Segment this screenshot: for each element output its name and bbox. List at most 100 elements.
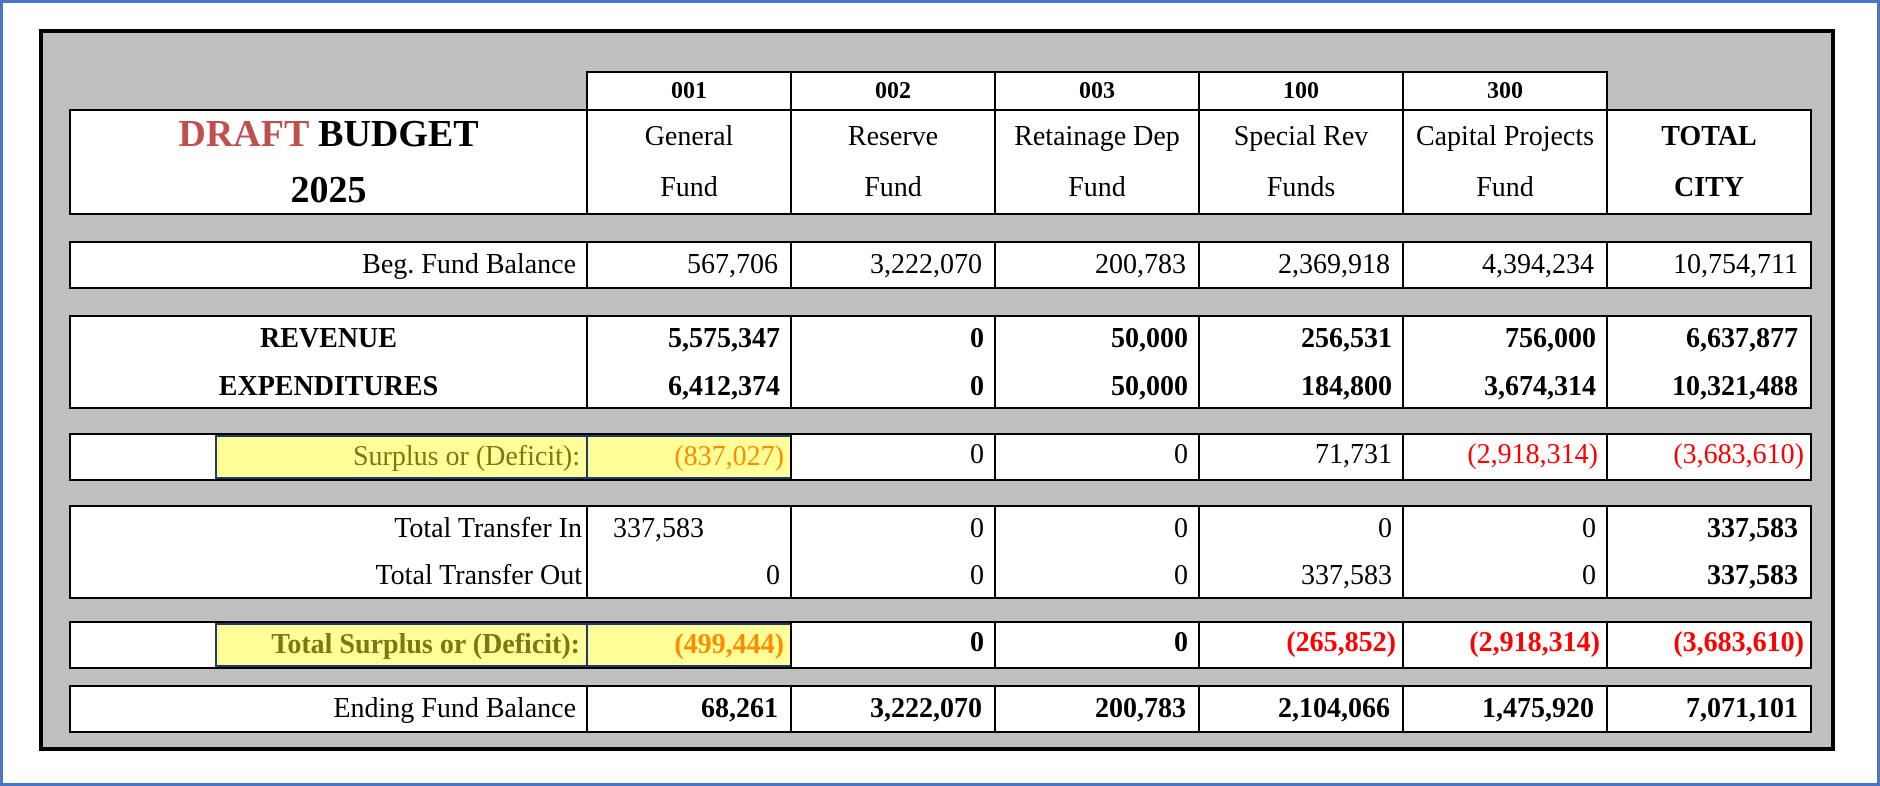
cell-value: 3,222,070 xyxy=(870,249,982,280)
cell-transfer-out: 0 xyxy=(970,560,984,591)
column-divider xyxy=(1606,505,1608,599)
cell-expenditures: 50,000 xyxy=(1111,371,1188,402)
fund-code-text: 001 xyxy=(671,77,707,104)
cell-surplus: 0 xyxy=(1174,439,1188,470)
fund-header-retainage: Retainage Dep Fund xyxy=(994,109,1200,215)
column-divider xyxy=(1198,621,1200,669)
fund-code-003: 003 xyxy=(994,71,1200,111)
row-label-transfer-in: Total Transfer In xyxy=(394,513,582,544)
title-line-1: DRAFT BUDGET xyxy=(178,106,478,162)
column-divider xyxy=(1198,505,1200,599)
fund-code-text: 003 xyxy=(1079,77,1115,104)
cell-total-surplus-total: (3,683,610) xyxy=(1673,627,1804,658)
cell-ending-balance: 1,475,920 xyxy=(1402,685,1608,733)
fund-header-capital-projects: Capital Projects Fund xyxy=(1402,109,1608,215)
cell-transfer-out-total: 337,583 xyxy=(1707,560,1798,591)
row-label-transfer-out: Total Transfer Out xyxy=(375,560,582,591)
cell-ending-balance: 68,261 xyxy=(586,685,792,733)
fund-header-line1: Special Rev xyxy=(1233,121,1369,152)
column-divider xyxy=(994,433,996,481)
column-divider xyxy=(790,433,792,481)
cell-value: (837,027) xyxy=(674,441,784,472)
fund-code-text: 300 xyxy=(1487,77,1523,104)
cell-transfer-out: 0 xyxy=(766,560,780,591)
cell-transfer-in: 337,583 xyxy=(613,513,704,544)
fund-header-line1: Retainage Dep xyxy=(1014,121,1180,152)
cell-total-surplus: 0 xyxy=(1174,627,1188,658)
fund-header-line1: Reserve xyxy=(847,121,939,152)
cell-total-surplus-general: (499,444) xyxy=(586,623,792,667)
cell-value: (499,444) xyxy=(674,629,784,660)
cell-value: 200,783 xyxy=(1095,693,1186,724)
column-divider xyxy=(1402,505,1404,599)
column-divider xyxy=(994,621,996,669)
cell-ending-balance: 2,104,066 xyxy=(1198,685,1404,733)
total-header-line2: CITY xyxy=(1673,172,1744,203)
title-year: 2025 xyxy=(290,169,367,211)
column-divider xyxy=(1606,621,1608,669)
revenue-expenditures-panel xyxy=(69,315,1812,409)
column-divider xyxy=(994,315,996,409)
row-label: Ending Fund Balance xyxy=(333,693,576,724)
cell-surplus: 71,731 xyxy=(1315,439,1392,470)
fund-code-text: 100 xyxy=(1283,77,1319,104)
cell-value: 3,222,070 xyxy=(870,693,982,724)
cell-total-surplus: 0 xyxy=(970,627,984,658)
cell-revenue: 50,000 xyxy=(1111,323,1188,354)
cell-transfer-out: 0 xyxy=(1174,560,1188,591)
fund-header-special-rev: Special Rev Funds xyxy=(1198,109,1404,215)
cell-value: 4,394,234 xyxy=(1482,249,1594,280)
cell-value: 10,754,711 xyxy=(1673,249,1798,280)
cell-revenue: 0 xyxy=(970,323,984,354)
cell-total-surplus: (2,918,314) xyxy=(1469,627,1600,658)
cell-beg-balance: 2,369,918 xyxy=(1198,241,1404,289)
column-divider xyxy=(1606,433,1608,481)
column-divider xyxy=(1402,433,1404,481)
fund-header-line2: Fund xyxy=(1476,172,1534,203)
row-label: Beg. Fund Balance xyxy=(362,249,576,280)
fund-header-line2: Funds xyxy=(1266,172,1336,203)
cell-value: 1,475,920 xyxy=(1482,693,1594,724)
fund-header-line2: Fund xyxy=(1068,172,1126,203)
surplus-label-highlight: Surplus or (Deficit): xyxy=(215,435,588,479)
cell-expenditures: 6,412,374 xyxy=(668,371,780,402)
cell-expenditures: 3,674,314 xyxy=(1484,371,1596,402)
fund-header-line1: Capital Projects xyxy=(1415,121,1595,152)
fund-code-002: 002 xyxy=(790,71,996,111)
total-header-line1: TOTAL xyxy=(1661,121,1757,152)
column-divider xyxy=(790,505,792,599)
cell-value: 68,261 xyxy=(701,693,778,724)
fund-code-300: 300 xyxy=(1402,71,1608,111)
fund-code-text: 002 xyxy=(875,77,911,104)
column-divider xyxy=(586,505,588,599)
cell-beg-balance-total: 10,754,711 xyxy=(1606,241,1812,289)
cell-value: 200,783 xyxy=(1095,249,1186,280)
column-divider xyxy=(1198,315,1200,409)
cell-transfer-in: 0 xyxy=(970,513,984,544)
cell-transfer-in-total: 337,583 xyxy=(1707,513,1798,544)
column-divider xyxy=(586,315,588,409)
transfers-panel xyxy=(69,505,1812,599)
fund-code-001: 001 xyxy=(586,71,792,111)
total-surplus-label-highlight: Total Surplus or (Deficit): xyxy=(215,623,588,667)
cell-revenue: 5,575,347 xyxy=(668,323,780,354)
column-divider xyxy=(1198,433,1200,481)
cell-transfer-in: 0 xyxy=(1378,513,1392,544)
cell-expenditures-total: 10,321,488 xyxy=(1672,371,1798,402)
cell-transfer-out: 0 xyxy=(1582,560,1596,591)
fund-header-line2: Fund xyxy=(660,172,718,203)
cell-transfer-in: 0 xyxy=(1582,513,1596,544)
cell-beg-balance: 567,706 xyxy=(586,241,792,289)
cell-beg-balance: 4,394,234 xyxy=(1402,241,1608,289)
cell-expenditures: 0 xyxy=(970,371,984,402)
fund-header-reserve: Reserve Fund xyxy=(790,109,996,215)
cell-transfer-out: 337,583 xyxy=(1301,560,1392,591)
row-label-expenditures: EXPENDITURES xyxy=(218,371,439,402)
column-divider xyxy=(1606,315,1608,409)
cell-beg-balance: 200,783 xyxy=(994,241,1200,289)
total-city-header: TOTAL CITY xyxy=(1606,109,1812,215)
fund-header-general: General Fund xyxy=(586,109,792,215)
fund-header-line2: Fund xyxy=(864,172,922,203)
row-label-ending-balance: Ending Fund Balance xyxy=(69,685,588,733)
cell-value: 7,071,101 xyxy=(1686,693,1798,724)
